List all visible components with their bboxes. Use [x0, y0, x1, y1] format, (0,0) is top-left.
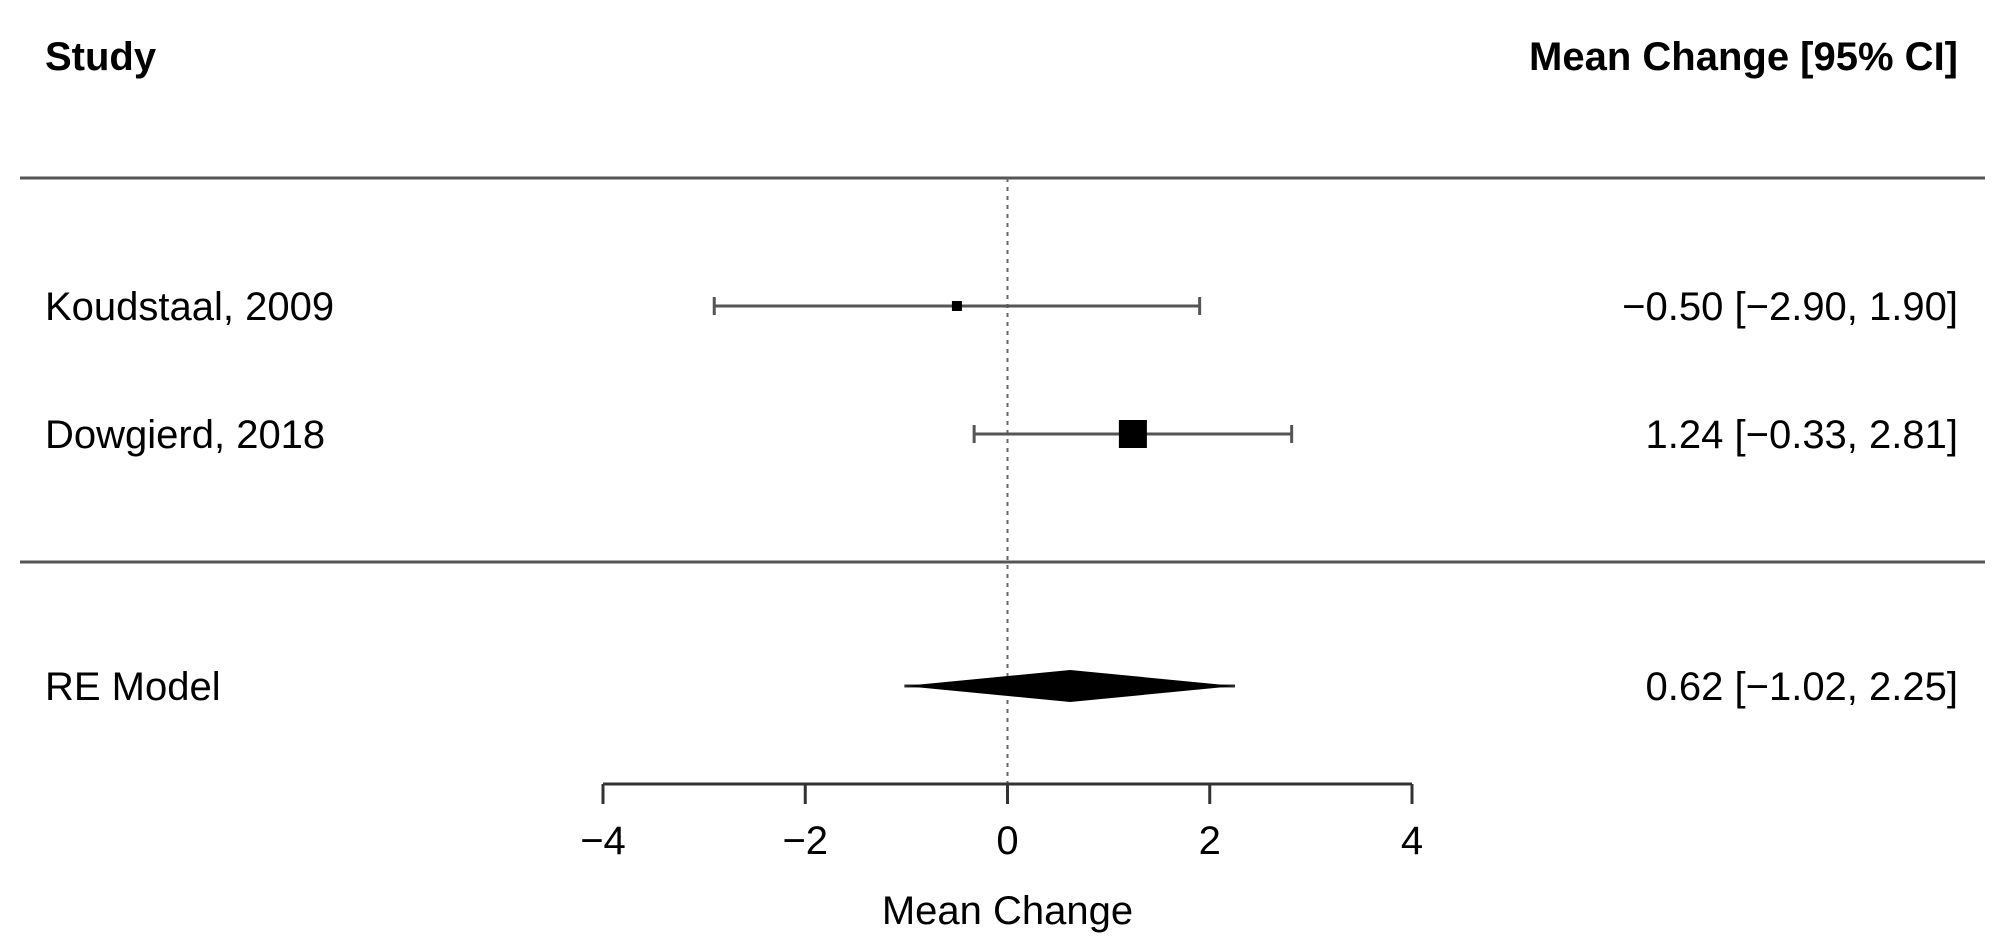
- summary-diamond: [904, 670, 1236, 702]
- summary-label: 0.62 [−1.02, 2.25]: [1646, 665, 1958, 709]
- study-column-header: Study: [45, 35, 157, 79]
- axis-tick-label: 0: [996, 819, 1018, 863]
- study-name: Koudstaal, 2009: [45, 285, 334, 329]
- x-axis: −4 −2 0 2 4: [580, 782, 1423, 863]
- study-rows: Koudstaal, 2009 −0.50 [−2.90, 1.90] Dowgie…: [45, 285, 1958, 457]
- axis-tick-label: 4: [1401, 819, 1423, 863]
- study-name: Dowgierd, 2018: [45, 413, 325, 457]
- point-estimate: [951, 301, 962, 311]
- effect-column-header: Mean Change [95% CI]: [1529, 35, 1958, 79]
- point-estimate: [1118, 420, 1147, 448]
- summary-row: RE Model 0.62 [−1.02, 2.25]: [45, 665, 1958, 709]
- x-axis-label: Mean Change: [882, 889, 1133, 933]
- axis-tick-label: 2: [1199, 819, 1221, 863]
- axis-tick-label: −4: [580, 819, 626, 863]
- axis-tick-label: −2: [782, 819, 828, 863]
- effect-label: −0.50 [−2.90, 1.90]: [1622, 285, 1958, 329]
- effect-label: 1.24 [−0.33, 2.81]: [1646, 413, 1958, 457]
- summary-name: RE Model: [45, 665, 221, 709]
